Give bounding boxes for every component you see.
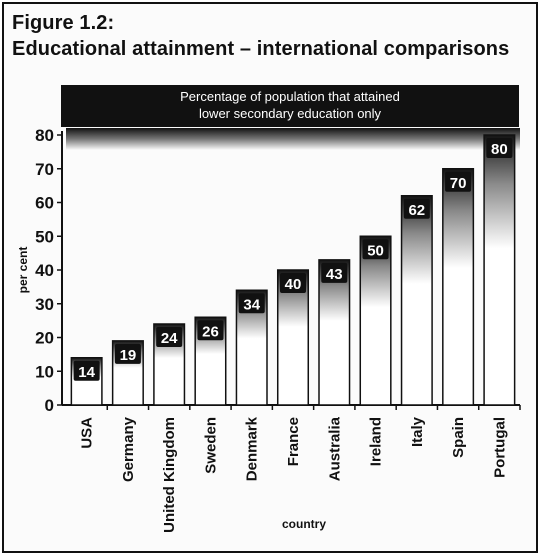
category-label: Denmark [244, 416, 261, 481]
plot-top-band [66, 128, 520, 150]
data-label: 40 [285, 276, 302, 293]
data-label-box [197, 320, 224, 341]
data-label-box [73, 360, 100, 381]
y-tick-label: 50 [35, 227, 54, 246]
data-label-box [114, 343, 141, 364]
data-label: 14 [78, 364, 95, 381]
data-label: 34 [243, 296, 260, 313]
data-label: 70 [450, 175, 467, 192]
category-label: France [285, 417, 302, 466]
chart-title-line: lower secondary education only [199, 106, 382, 121]
category-label: Sweden [202, 417, 219, 474]
category-label: Ireland [368, 417, 385, 466]
figure-title: Figure 1.2: Educational attainment – int… [12, 10, 532, 62]
y-tick-label: 20 [35, 329, 54, 348]
y-axis-label: per cent [16, 247, 30, 294]
x-axis-label: country [282, 517, 326, 531]
figure-heading: Educational attainment – international c… [12, 38, 510, 60]
bar [359, 235, 392, 406]
category-label: Italy [409, 416, 426, 447]
data-label: 19 [120, 347, 137, 364]
y-tick-label: 40 [35, 261, 54, 280]
category-label: Australia [326, 416, 343, 481]
category-label: Portugal [491, 417, 508, 478]
chart-title-line: Percentage of population that attained [180, 89, 400, 104]
data-label: 26 [202, 323, 219, 340]
y-tick-label: 0 [45, 396, 54, 415]
data-label-box [362, 239, 389, 260]
bar [318, 259, 351, 406]
data-label-box [486, 138, 513, 158]
figure-label: Figure 1.2: [12, 12, 115, 34]
data-label-box [280, 273, 306, 293]
data-label-box [238, 293, 265, 314]
y-tick-label: 80 [35, 126, 54, 145]
category-label: USA [79, 417, 96, 449]
bar [400, 195, 433, 406]
bar [483, 134, 516, 406]
data-label-box [156, 327, 183, 347]
category-label: Spain [450, 417, 467, 458]
data-label: 43 [326, 266, 343, 283]
y-tick-label: 70 [35, 160, 54, 179]
bar [442, 168, 475, 406]
data-label-box [445, 171, 472, 192]
y-tick-label: 60 [35, 194, 54, 213]
data-label: 50 [367, 242, 384, 259]
data-label: 62 [408, 202, 425, 219]
y-tick-label: 10 [35, 362, 54, 381]
y-tick-label: 30 [35, 295, 54, 314]
data-label-box [321, 262, 348, 283]
data-label: 24 [161, 330, 178, 347]
data-label: 80 [491, 141, 508, 158]
chart-title-banner [61, 85, 519, 127]
category-label: United Kingdom [161, 417, 178, 533]
category-label: Germany [120, 416, 137, 482]
data-label-box [403, 198, 430, 219]
